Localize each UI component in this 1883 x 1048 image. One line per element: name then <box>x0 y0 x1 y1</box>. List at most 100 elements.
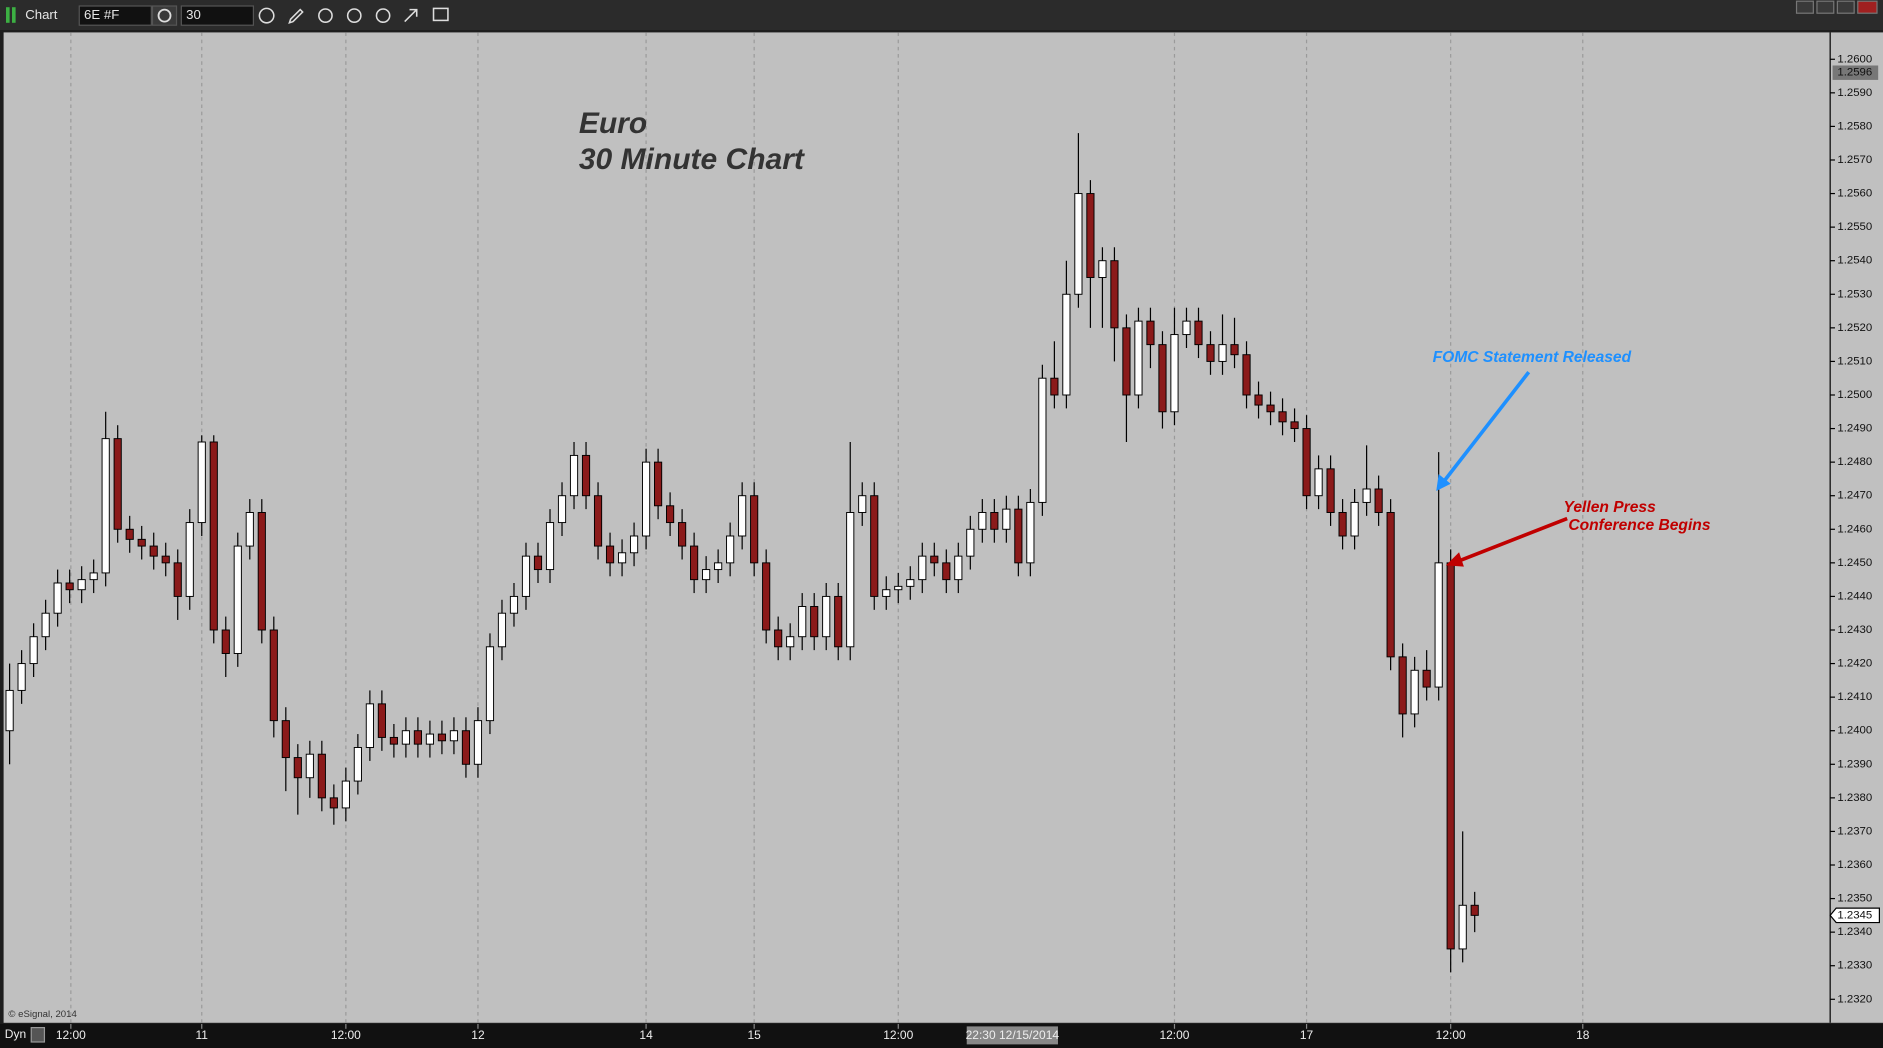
candle-body <box>209 441 218 631</box>
axes: 12:00 11 12:00 12 14 15 12:00 12:00 17 12:00 18 1.2… <box>56 53 1880 1045</box>
x-tick-label: 17 <box>1300 1028 1314 1042</box>
candle-body <box>930 555 939 564</box>
candle-body <box>690 545 699 581</box>
link-button[interactable] <box>404 8 418 23</box>
candle-body <box>1254 394 1263 406</box>
candle-body <box>305 753 314 779</box>
x-tick-label: 18 <box>1576 1028 1590 1042</box>
candle-body <box>41 612 50 638</box>
candle-body <box>197 441 206 524</box>
candle-body <box>29 636 38 665</box>
interval-box[interactable] <box>180 5 254 26</box>
window-title: Chart <box>25 7 58 22</box>
last-price-box <box>1829 907 1880 924</box>
price-axis <box>1830 32 1883 1023</box>
annotation: FOMC Statement Released <box>1433 349 1632 366</box>
candle-body <box>257 512 266 631</box>
candle-body <box>798 606 807 638</box>
draw-button[interactable] <box>288 8 304 25</box>
play-button[interactable] <box>346 8 362 23</box>
settings-button[interactable] <box>151 5 178 26</box>
x-tick-label: 15 <box>747 1028 761 1042</box>
x-tick-label: 12:00 <box>1436 1028 1466 1042</box>
annotation: Conference Begins <box>1568 517 1710 534</box>
time-axis <box>0 1023 1883 1048</box>
candle-body <box>1050 377 1059 396</box>
y-tick-label: 1.2520 <box>1837 322 1872 334</box>
annotation-arrow <box>1439 371 1531 487</box>
candle-body <box>1038 377 1047 503</box>
y-tick-label: 1.2390 <box>1837 758 1872 770</box>
symbol[interactable]: 6E #F <box>84 7 119 22</box>
candle-body <box>533 555 543 571</box>
crosshair-x-label: 22:30 12/15/2014 <box>966 1028 1060 1042</box>
candle-body <box>1410 669 1419 715</box>
candle-body <box>5 689 14 732</box>
candle-body <box>1458 904 1467 950</box>
comment-button[interactable] <box>432 7 449 22</box>
y-tick-label: 1.2570 <box>1837 154 1872 166</box>
x-tick-label: 14 <box>639 1028 653 1042</box>
candle-body <box>545 522 555 571</box>
y-tick-label: 1.2490 <box>1837 423 1872 435</box>
candle-body <box>1278 411 1287 423</box>
y-tick-label: 1.2530 <box>1837 288 1872 300</box>
candle-body <box>233 545 242 654</box>
y-tick-label: 1.2330 <box>1837 960 1872 972</box>
y-tick-label: 1.2350 <box>1837 893 1872 905</box>
x-tick-label: 12 <box>471 1028 485 1042</box>
candle-body <box>1242 354 1251 396</box>
crosshair-y-label: 1.2596 <box>1837 67 1872 79</box>
candle-body <box>629 535 639 554</box>
candle-body <box>894 585 903 591</box>
restore-button[interactable] <box>1795 0 1814 14</box>
scale-button[interactable] <box>30 1026 46 1043</box>
y-tick-label: 1.2580 <box>1837 120 1872 132</box>
candle-body <box>509 595 519 614</box>
candle-body <box>1134 320 1143 396</box>
candle-body <box>473 720 483 765</box>
minimize-button[interactable] <box>1816 0 1835 14</box>
candle-body <box>389 736 398 745</box>
refresh-button[interactable] <box>318 8 333 23</box>
candle-body <box>425 733 435 745</box>
candle-body <box>497 612 507 648</box>
candle-body <box>738 495 747 537</box>
y-tick-label: 1.2510 <box>1837 355 1872 367</box>
candle-body <box>1314 468 1323 497</box>
candle-body <box>593 495 603 547</box>
candle-body <box>1194 320 1203 346</box>
candle-body <box>1362 488 1371 503</box>
symbol-box[interactable] <box>78 5 152 26</box>
zoom-button[interactable] <box>375 8 391 23</box>
candle-body <box>341 780 350 809</box>
candle-body <box>89 572 98 581</box>
candle-body <box>149 545 158 557</box>
chart-subtitle: 30 Minute Chart <box>579 143 806 176</box>
window-controls <box>1795 0 1878 14</box>
candle-body <box>485 646 495 722</box>
candle-body <box>221 629 230 654</box>
y-tick-label: 1.2400 <box>1837 725 1872 737</box>
chart-icon <box>6 7 10 23</box>
candle-body <box>101 438 110 574</box>
close-button[interactable] <box>1857 0 1878 14</box>
candle-body <box>461 730 471 765</box>
candle-body <box>1266 404 1275 413</box>
toolbar <box>0 0 1883 31</box>
candle-body <box>137 538 146 547</box>
candle-body <box>1326 468 1335 513</box>
clock-button[interactable] <box>258 7 275 24</box>
candle-body <box>966 528 975 557</box>
candle-body <box>1110 260 1119 329</box>
candle-body <box>329 797 338 809</box>
y-tick-label: 1.2560 <box>1837 188 1872 200</box>
y-tick-label: 1.2460 <box>1837 523 1872 535</box>
interval[interactable]: 30 <box>186 7 201 22</box>
y-tick-label: 1.2440 <box>1837 590 1872 602</box>
footer-mode[interactable]: Dyn <box>5 1027 26 1041</box>
maximize-button[interactable] <box>1836 0 1855 14</box>
candle-body <box>1386 512 1395 658</box>
candle-body <box>810 606 819 638</box>
